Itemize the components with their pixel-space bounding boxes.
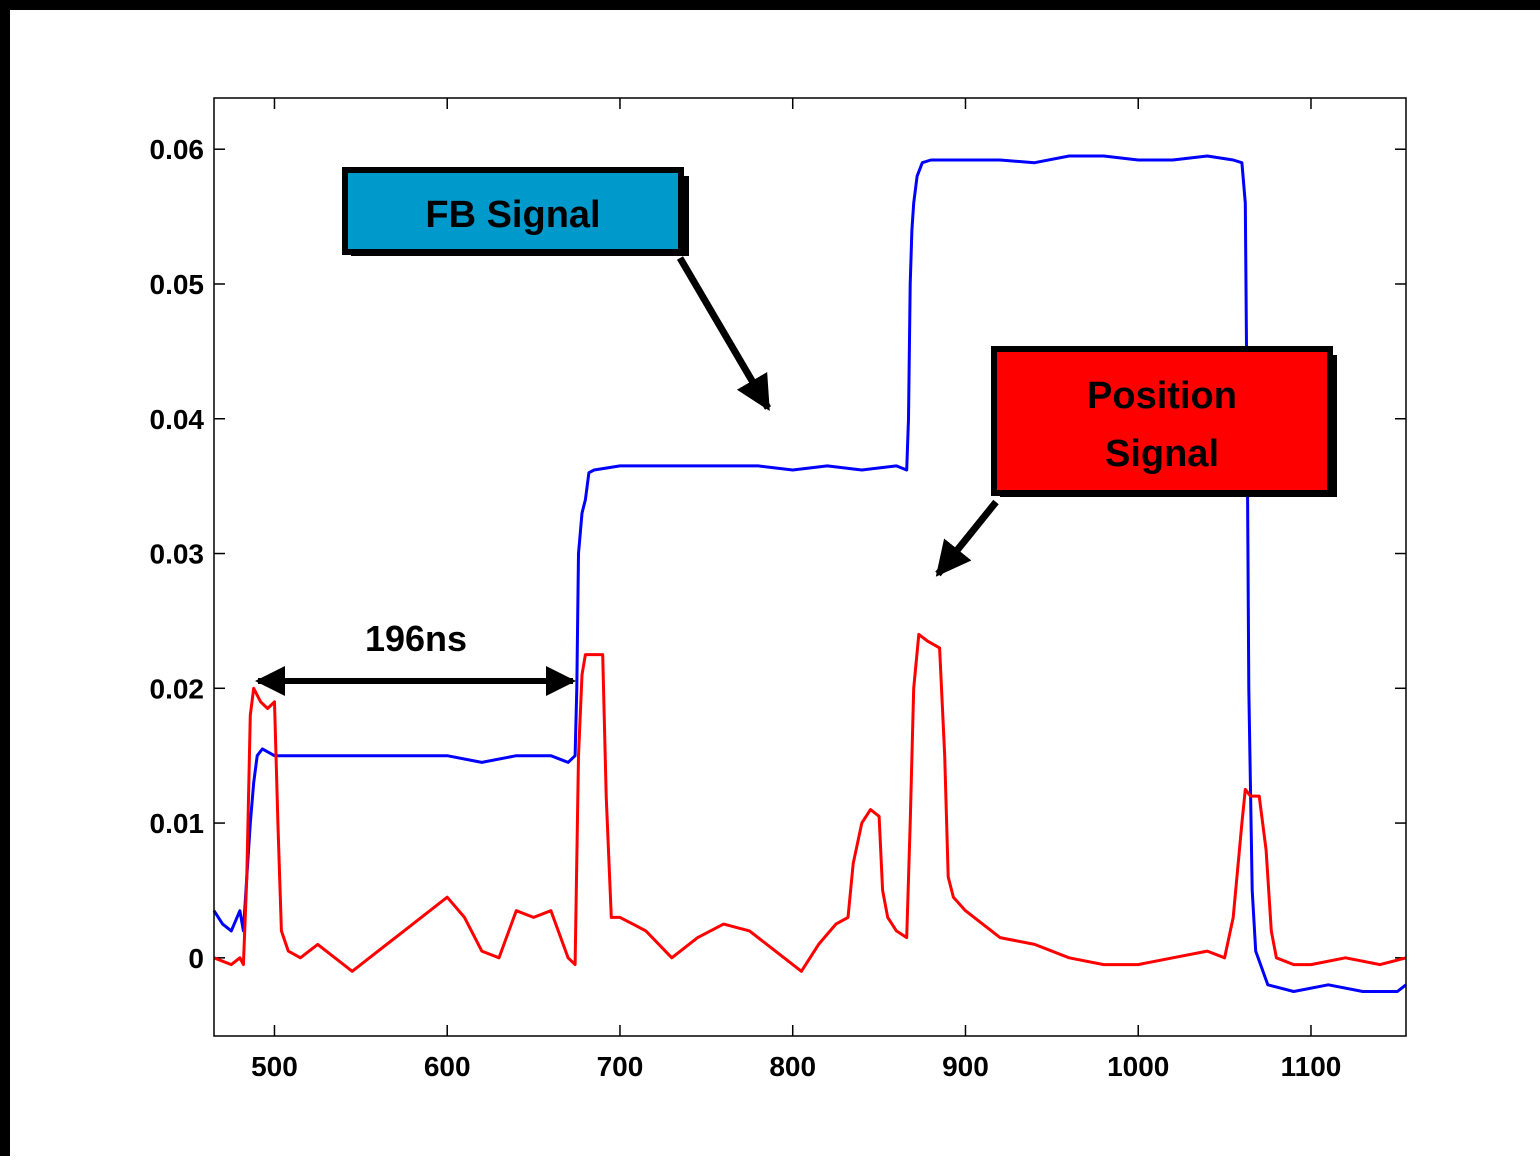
fb-signal-line: [212, 154, 1407, 993]
position-signal-callout-line2: Signal: [1105, 433, 1219, 475]
y-tick-label: 0: [188, 943, 204, 974]
delay-measurement: 196ns: [255, 618, 576, 696]
position-signal-callout-box: [991, 346, 1333, 496]
delay-measurement-label: 196ns: [365, 618, 467, 659]
fb-signal-callout: FB Signal: [342, 167, 772, 412]
y-tick-label: 0.06: [150, 134, 205, 165]
fb-signal-callout-text: FB Signal: [425, 194, 600, 236]
ticks-layer: [214, 98, 1406, 1036]
position-signal-callout: Position Signal: [935, 346, 1337, 577]
position-signal-callout-line1: Position: [1087, 375, 1237, 417]
fb-signal-callout-box: [342, 167, 684, 255]
y-tick-label: 0.02: [150, 673, 205, 704]
series-layer: [212, 154, 1407, 993]
x-tick-label: 900: [942, 1051, 989, 1082]
x-tick-label: 700: [597, 1051, 644, 1082]
x-tick-label: 500: [251, 1051, 298, 1082]
y-tick-label: 0.03: [150, 539, 205, 570]
x-tick-label: 1000: [1107, 1051, 1169, 1082]
position-signal-line: [213, 632, 1407, 973]
x-tick-label: 1100: [1281, 1051, 1342, 1082]
plot-area: [213, 97, 1407, 1037]
y-tick-label: 0.04: [150, 404, 205, 435]
position-signal-arrow: [935, 499, 999, 577]
x-tick-labels: 500 600 700 800 900 1000 1100: [251, 1051, 1341, 1082]
y-tick-labels: 0 0.01 0.02 0.03 0.04 0.05 0.06: [150, 134, 205, 974]
y-tick-label: 0.05: [150, 269, 205, 300]
x-tick-label: 800: [769, 1051, 816, 1082]
y-tick-label: 0.01: [150, 808, 205, 839]
x-tick-label: 600: [424, 1051, 471, 1082]
fb-signal-arrow: [676, 256, 772, 412]
